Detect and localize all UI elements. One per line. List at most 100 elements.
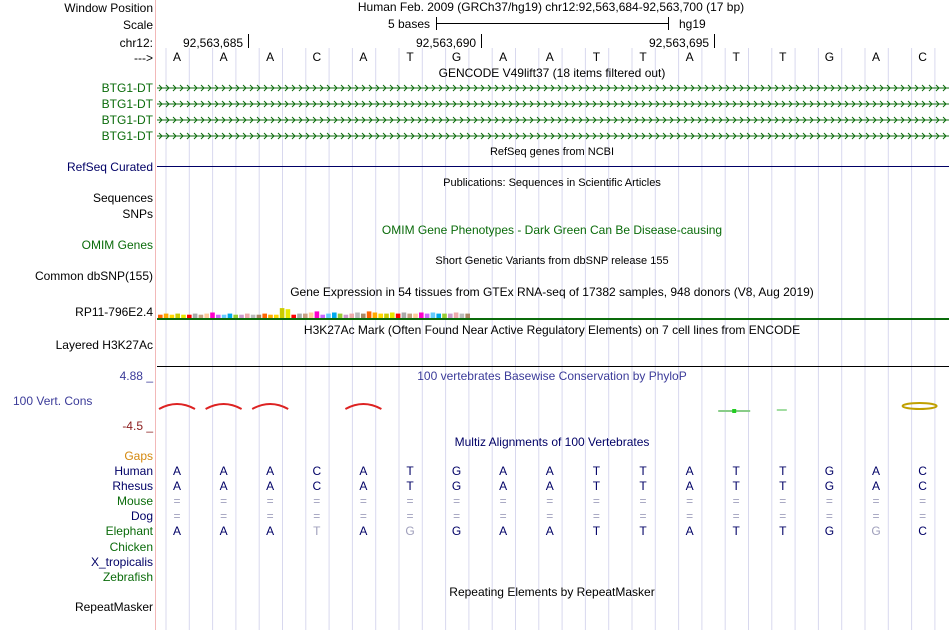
publications-snps-label[interactable]: SNPs [122, 207, 153, 221]
strand-arrow-mark [522, 100, 527, 108]
gencode-transcripts[interactable] [157, 80, 949, 144]
publications-sequences-label[interactable]: Sequences [92, 191, 153, 205]
chromosome-label[interactable]: chr12: [119, 36, 153, 50]
strand-arrow-mark [830, 84, 835, 92]
gtex-tissue-bar [320, 314, 325, 318]
strand-arrow-mark [774, 100, 779, 108]
species-base: G [451, 524, 462, 539]
species-label[interactable]: Zebrafish [102, 569, 153, 584]
ruler-tick-label: 92,563,690 [416, 36, 477, 50]
gtex-tissue-bar [337, 313, 343, 318]
species-base: A [871, 464, 880, 478]
window-position-label[interactable]: Window Position [64, 1, 153, 15]
strand-arrow-mark [886, 132, 891, 140]
gtex-tissue-bar [436, 313, 441, 318]
strand-arrow-mark [249, 132, 254, 140]
species-label[interactable]: Mouse [116, 494, 153, 509]
strand-arrow-mark [774, 132, 779, 140]
species-label[interactable]: Chicken [109, 539, 153, 554]
gencode-item-label[interactable]: BTG1-DT [101, 129, 153, 143]
gtex-tissue-bar [175, 313, 180, 318]
strand-arrow-mark [459, 116, 464, 124]
ruler-tick [481, 34, 482, 48]
multiz-gaps-label[interactable]: Gaps [124, 449, 153, 463]
strand-arrow-mark [662, 116, 667, 124]
strand-arrow-mark [382, 132, 387, 140]
gencode-item-label[interactable]: BTG1-DT [101, 97, 153, 111]
strand-arrow-mark [802, 100, 807, 108]
strand-arrow-mark [879, 84, 884, 92]
refseq-track-label[interactable]: RefSeq Curated [66, 160, 153, 174]
strand-arrow-mark [200, 116, 205, 124]
strand-arrow-mark [403, 116, 408, 124]
strand-arrow-mark [739, 132, 744, 140]
strand-arrow-mark [228, 132, 233, 140]
strand-arrow-mark [942, 100, 947, 108]
species-base: = [173, 509, 181, 524]
gtex-tissue-bar [366, 311, 372, 318]
repeatmasker-track-label[interactable]: RepeatMasker [74, 600, 153, 614]
species-label[interactable]: Human [114, 464, 153, 478]
ruler-tick-label: 92,563,695 [649, 36, 710, 50]
refseq-gene-line[interactable] [157, 166, 949, 167]
strand-arrow-mark [550, 116, 555, 124]
strand-arrow-mark [774, 116, 779, 124]
species-label[interactable]: X_tropicalis [90, 554, 153, 569]
strand-arrow-mark [536, 116, 541, 124]
species-label[interactable]: Elephant [105, 524, 153, 539]
species-base: T [732, 524, 740, 539]
strand-arrow-mark [319, 84, 324, 92]
strand-arrow-mark [767, 116, 772, 124]
strand-arrow-mark [459, 84, 464, 92]
conservation-graph[interactable] [157, 398, 949, 418]
scale-bar-left-tick [436, 17, 437, 30]
species-label[interactable]: Rhesus [112, 479, 153, 494]
strand-arrow-mark [935, 84, 940, 92]
strand-arrow-mark [844, 84, 849, 92]
dbsnp-track-label[interactable]: Common dbSNP(155) [34, 269, 153, 283]
strand-arrow-mark [704, 132, 709, 140]
strand-arrow-mark [221, 100, 226, 108]
gtex-tissue-bar [413, 313, 418, 318]
conservation-track-label[interactable]: 100 Vert. Cons [13, 394, 93, 408]
gtex-gene-label[interactable]: RP11-796E2.4 [75, 305, 153, 319]
species-base: C [918, 464, 927, 478]
scale-label[interactable]: Scale [122, 18, 153, 32]
species-base: C [312, 464, 322, 478]
species-base: A [545, 524, 554, 539]
species-base: = [686, 494, 694, 509]
strand-arrow-mark [214, 100, 219, 108]
species-base: A [266, 479, 275, 494]
strand-arrow-mark [340, 84, 345, 92]
species-label[interactable]: Dog [130, 509, 153, 524]
gtex-tissue-bar [198, 314, 204, 318]
species-base: G [451, 464, 462, 478]
strand-arrow-mark [648, 132, 653, 140]
strand-arrow-mark [263, 100, 268, 108]
strand-arrow-mark [417, 132, 422, 140]
strand-arrow-mark [214, 84, 219, 92]
strand-arrow-mark [578, 100, 583, 108]
ruler-tick [248, 34, 249, 48]
strand-arrow-mark [613, 84, 618, 92]
strand-arrow-mark [893, 116, 898, 124]
strand-arrow-mark [823, 84, 828, 92]
species-base: T [732, 479, 740, 494]
strand-arrow-mark [305, 132, 310, 140]
strand-arrow-mark [788, 132, 793, 140]
gtex-tissue-bar [169, 314, 175, 318]
species-base: A [266, 524, 275, 539]
gencode-item-label[interactable]: BTG1-DT [101, 113, 153, 127]
strand-arrow-mark [767, 100, 772, 108]
gencode-item-label[interactable]: BTG1-DT [101, 81, 153, 95]
species-base: = [872, 509, 880, 524]
gtex-expression-bars[interactable] [157, 304, 949, 320]
strand-arrow-mark [655, 84, 660, 92]
h3k27ac-track-label[interactable]: Layered H3K27Ac [55, 338, 153, 352]
species-base: = [499, 494, 507, 509]
strand-arrow-mark [529, 132, 534, 140]
strand-arrow-mark [158, 84, 163, 92]
strand-arrow-mark [354, 84, 359, 92]
species-base: G [871, 524, 881, 539]
omim-track-label[interactable]: OMIM Genes [81, 238, 153, 252]
